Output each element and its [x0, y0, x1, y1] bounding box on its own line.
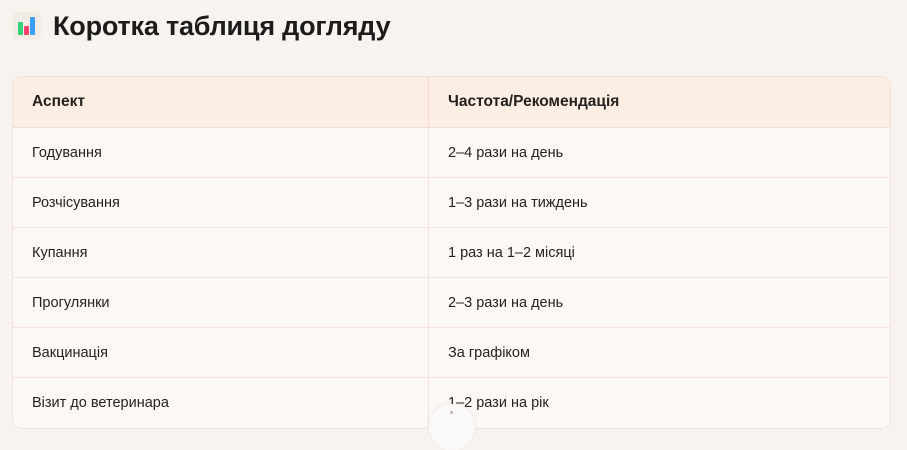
- cell-value: За графіком: [429, 328, 890, 378]
- bar-chart-icon: [13, 12, 41, 40]
- table-row: Прогулянки 2–3 рази на день: [13, 278, 890, 328]
- cell-value: 2–4 рази на день: [429, 128, 890, 178]
- scroll-indicator-button[interactable]: [428, 404, 475, 450]
- cell-value: 2–3 рази на день: [429, 278, 890, 328]
- scroll-indicator-dot-icon: [450, 411, 453, 414]
- table-row: Вакцинація За графіком: [13, 328, 890, 378]
- cell-aspect: Купання: [13, 228, 429, 278]
- table-row: Купання 1 раз на 1–2 місяці: [13, 228, 890, 278]
- table-header-row: Аспект Частота/Рекомендація: [13, 77, 890, 128]
- cell-value: 1–2 рази на рік: [429, 378, 890, 428]
- page-header: Коротка таблиця догляду: [0, 0, 907, 40]
- cell-aspect: Годування: [13, 128, 429, 178]
- care-table: Аспект Частота/Рекомендація Годування 2–…: [13, 77, 890, 428]
- table-row: Розчісування 1–3 рази на тиждень: [13, 178, 890, 228]
- cell-aspect: Візит до ветеринара: [13, 378, 429, 428]
- cell-aspect: Вакцинація: [13, 328, 429, 378]
- cell-value: 1 раз на 1–2 місяці: [429, 228, 890, 278]
- cell-value: 1–3 рази на тиждень: [429, 178, 890, 228]
- care-table-container: Аспект Частота/Рекомендація Годування 2–…: [13, 77, 890, 450]
- table-row: Годування 2–4 рази на день: [13, 128, 890, 178]
- table-header: Аспект Частота/Рекомендація: [13, 77, 890, 128]
- page-title: Коротка таблиця догляду: [53, 10, 391, 41]
- column-header-aspect: Аспект: [13, 77, 429, 128]
- cell-aspect: Прогулянки: [13, 278, 429, 328]
- column-header-frequency: Частота/Рекомендація: [429, 77, 890, 128]
- table-body: Годування 2–4 рази на день Розчісування …: [13, 128, 890, 428]
- cell-aspect: Розчісування: [13, 178, 429, 228]
- table-row: Візит до ветеринара 1–2 рази на рік: [13, 378, 890, 428]
